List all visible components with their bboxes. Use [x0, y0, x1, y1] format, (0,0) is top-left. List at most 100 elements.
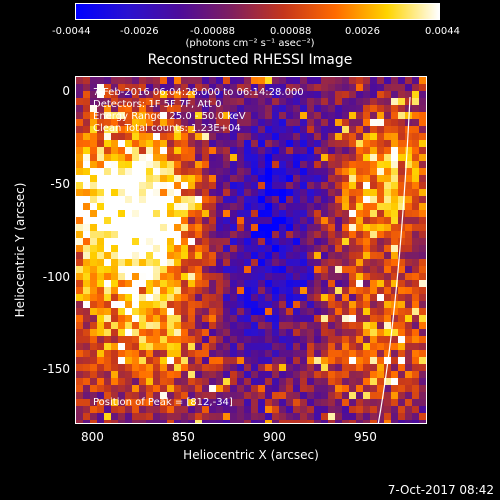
heatmap-cell — [335, 315, 342, 322]
heatmap-cell — [139, 154, 146, 161]
heatmap-cell — [111, 266, 118, 273]
heatmap-cell — [279, 245, 286, 252]
heatmap-cell — [307, 399, 314, 406]
heatmap-cell — [293, 98, 300, 105]
heatmap-cell — [209, 371, 216, 378]
heatmap-cell — [384, 252, 391, 259]
heatmap-cell — [391, 266, 398, 273]
heatmap-cell — [363, 175, 370, 182]
heatmap-cell — [363, 294, 370, 301]
heatmap-cell — [97, 133, 104, 140]
heatmap-cell — [258, 392, 265, 399]
heatmap-cell — [167, 336, 174, 343]
heatmap-cell — [405, 231, 412, 238]
heatmap-cell — [104, 98, 111, 105]
heatmap-cell — [370, 98, 377, 105]
heatmap-cell — [111, 98, 118, 105]
heatmap-cell — [321, 133, 328, 140]
heatmap-cell — [83, 273, 90, 280]
heatmap-cell — [132, 105, 139, 112]
heatmap-cell — [391, 224, 398, 231]
heatmap-cell — [300, 350, 307, 357]
heatmap-cell — [76, 273, 83, 280]
heatmap-cell — [426, 91, 427, 98]
heatmap-cell — [314, 315, 321, 322]
heatmap-cell — [97, 98, 104, 105]
heatmap-cell — [160, 119, 167, 126]
heatmap-cell — [111, 315, 118, 322]
heatmap-cell — [251, 175, 258, 182]
heatmap-cell — [370, 133, 377, 140]
heatmap-cell — [384, 245, 391, 252]
heatmap-cell — [174, 147, 181, 154]
heatmap-cell — [370, 238, 377, 245]
heatmap-cell — [279, 357, 286, 364]
heatmap-cell — [335, 189, 342, 196]
heatmap-cell — [174, 413, 181, 420]
heatmap-cell — [384, 175, 391, 182]
heatmap-cell — [356, 385, 363, 392]
heatmap-cell — [118, 84, 125, 91]
heatmap-cell — [125, 196, 132, 203]
heatmap-cell — [160, 315, 167, 322]
heatmap-cell — [209, 399, 216, 406]
heatmap-cell — [244, 364, 251, 371]
heatmap-cell — [279, 126, 286, 133]
heatmap-cell — [279, 91, 286, 98]
heatmap-cell — [90, 350, 97, 357]
heatmap-cell — [244, 252, 251, 259]
heatmap-cell — [216, 98, 223, 105]
heatmap-cell — [384, 392, 391, 399]
heatmap-cell — [104, 357, 111, 364]
heatmap-cell — [328, 224, 335, 231]
heatmap-cell — [321, 84, 328, 91]
heatmap-cell — [356, 105, 363, 112]
heatmap-cell — [244, 112, 251, 119]
heatmap-cell — [258, 140, 265, 147]
heatmap-cell — [328, 105, 335, 112]
heatmap-cell — [125, 315, 132, 322]
heatmap-cell — [328, 175, 335, 182]
heatmap-cell — [370, 168, 377, 175]
heatmap-cell — [279, 112, 286, 119]
heatmap-cell — [272, 224, 279, 231]
heatmap-cell — [265, 266, 272, 273]
heatmap-cell — [405, 343, 412, 350]
heatmap-cell — [405, 77, 412, 84]
heatmap-cell — [237, 161, 244, 168]
heatmap-cell — [307, 140, 314, 147]
heatmap-cell — [405, 266, 412, 273]
heatmap-cell — [286, 126, 293, 133]
heatmap-cell — [97, 91, 104, 98]
heatmap-cell — [314, 371, 321, 378]
heatmap-cell — [230, 385, 237, 392]
heatmap-cell — [188, 196, 195, 203]
heatmap-cell — [146, 91, 153, 98]
heatmap-cell — [293, 406, 300, 413]
heatmap-cell — [398, 301, 405, 308]
heatmap-cell — [349, 196, 356, 203]
heatmap-cell — [153, 161, 160, 168]
heatmap-cell — [132, 203, 139, 210]
heatmap-cell — [419, 154, 426, 161]
heatmap-cell — [104, 385, 111, 392]
heatmap-cell — [391, 168, 398, 175]
heatmap-cell — [279, 189, 286, 196]
heatmap-cell — [335, 399, 342, 406]
heatmap-cell — [160, 112, 167, 119]
heatmap-cell — [363, 406, 370, 413]
heatmap-cell — [167, 252, 174, 259]
heatmap-cell — [202, 175, 209, 182]
heatmap-cell — [153, 308, 160, 315]
heatmap-cell — [279, 224, 286, 231]
heatmap-cell — [244, 126, 251, 133]
colorbar-tick-label: 0.0026 — [345, 26, 380, 37]
heatmap-cell — [118, 280, 125, 287]
heatmap-cell — [328, 140, 335, 147]
heatmap-cell — [188, 252, 195, 259]
heatmap-cell — [258, 266, 265, 273]
heatmap-cell — [419, 343, 426, 350]
heatmap-cell — [202, 140, 209, 147]
heatmap-cell — [76, 112, 83, 119]
heatmap-cell — [174, 420, 181, 423]
